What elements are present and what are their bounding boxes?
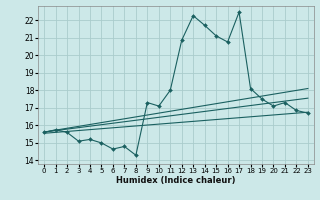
X-axis label: Humidex (Indice chaleur): Humidex (Indice chaleur) [116, 176, 236, 185]
